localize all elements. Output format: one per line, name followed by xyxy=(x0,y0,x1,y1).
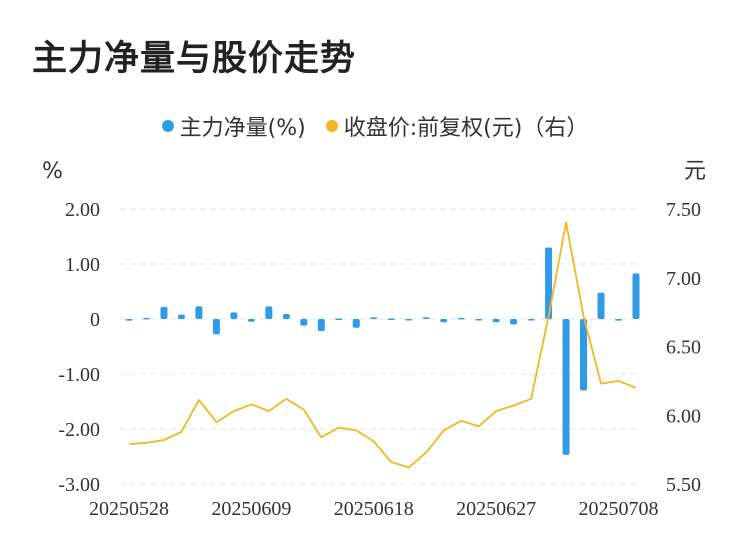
right-tick-label: 6.50 xyxy=(666,337,701,359)
left-tick-label: -2.00 xyxy=(58,419,100,441)
net-flow-bar xyxy=(580,319,588,391)
x-tick-label: 20250609 xyxy=(211,498,291,520)
left-axis-ticks: 2.00 1.00 0 -1.00 -2.00 -3.00 xyxy=(58,199,100,496)
net-flow-bar xyxy=(335,318,343,320)
net-flow-bar xyxy=(177,314,185,319)
left-tick-label: -1.00 xyxy=(58,364,100,386)
left-axis-unit: % xyxy=(42,159,63,184)
net-flow-bar xyxy=(632,273,640,319)
net-flow-bar xyxy=(160,306,168,319)
chart-title: 主力净量与股价走势 xyxy=(32,39,357,79)
legend-item-close-price[interactable]: 收盘价:前复权(元)（右） xyxy=(325,110,589,142)
right-tick-label: 6.00 xyxy=(666,405,701,427)
left-tick-label: -3.00 xyxy=(58,474,100,496)
net-flow-bar xyxy=(387,318,395,320)
net-flow-bar xyxy=(457,317,465,320)
net-flow-bar xyxy=(492,319,500,323)
net-flow-bar xyxy=(352,319,360,328)
close-price-line xyxy=(128,221,637,469)
right-tick-label: 7.50 xyxy=(666,199,701,221)
legend-label-net-flow: 主力净量(%) xyxy=(179,116,306,141)
net-flow-bar xyxy=(475,319,483,321)
net-flow-bar xyxy=(212,319,220,335)
close-price-line-layer xyxy=(128,221,637,469)
chart-legend: 主力净量(%) 收盘价:前复权(元)（右） xyxy=(0,110,750,142)
net-flow-bar xyxy=(510,319,518,325)
legend-label-close-price: 收盘价:前复权(元)（右） xyxy=(343,116,589,141)
legend-dot-close-price xyxy=(325,120,338,132)
right-axis-ticks: 7.50 7.00 6.50 6.00 5.50 xyxy=(666,199,701,496)
legend-dot-net-flow xyxy=(161,120,174,132)
net-flow-bar xyxy=(615,319,623,321)
net-flow-bar xyxy=(405,319,413,321)
net-flow-bar xyxy=(265,306,273,319)
net-flow-bar xyxy=(440,319,448,323)
right-tick-label: 5.50 xyxy=(666,474,701,496)
x-axis-ticks: 20250528 20250609 20250618 20250627 20250708 xyxy=(89,498,659,520)
net-flow-bar xyxy=(527,319,535,321)
net-flow-bar xyxy=(230,312,238,319)
net-flow-bar xyxy=(125,319,133,321)
x-tick-label: 20250618 xyxy=(334,498,414,520)
net-flow-bars xyxy=(125,247,640,455)
net-flow-bar xyxy=(247,319,255,322)
grid-lines xyxy=(120,208,640,485)
x-tick-label: 20250627 xyxy=(456,498,536,520)
net-flow-bar xyxy=(142,317,150,320)
left-tick-label: 1.00 xyxy=(65,254,100,276)
left-tick-label: 2.00 xyxy=(65,199,100,221)
net-flow-bar xyxy=(282,314,290,319)
left-tick-label: 0 xyxy=(90,309,100,331)
net-flow-bar xyxy=(597,292,605,319)
net-flow-bar xyxy=(545,247,553,319)
net-flow-bar xyxy=(370,317,378,319)
net-flow-bar xyxy=(195,306,203,319)
legend-item-net-flow[interactable]: 主力净量(%) xyxy=(161,110,306,142)
net-flow-bar xyxy=(422,317,430,319)
right-axis-unit: 元 xyxy=(684,159,706,184)
x-tick-label: 20250708 xyxy=(579,498,659,520)
right-tick-label: 7.00 xyxy=(666,268,701,290)
net-flow-bar xyxy=(300,319,308,326)
net-flow-bar xyxy=(317,319,325,332)
net-flow-bar xyxy=(562,319,570,455)
x-tick-label: 20250528 xyxy=(89,498,169,520)
